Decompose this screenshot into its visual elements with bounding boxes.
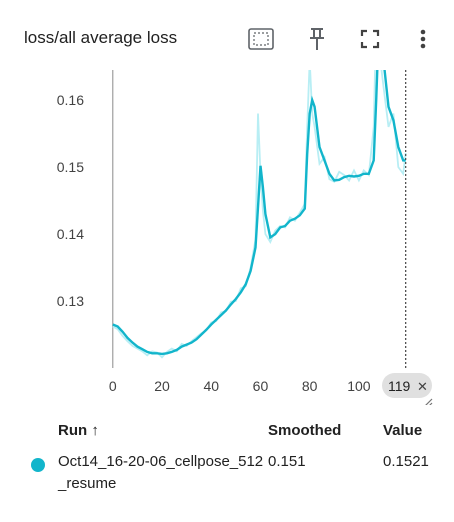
x-tick-label: 100 [347,378,371,394]
hover-x-chip-bg [382,373,432,398]
more-vert-icon [420,29,426,49]
y-tick-label: 0.14 [57,226,84,242]
x-axis-labels: 0 20 40 60 80 100 [109,378,371,394]
pin-button[interactable] [302,24,332,54]
hover-x-chip[interactable]: 119 ✕ [382,373,432,398]
raw-value: 0.1521 [383,453,429,470]
run-color-dot [31,458,45,472]
fullscreen-icon [360,29,380,49]
pin-icon [310,28,324,50]
smoothed-series-line [112,70,406,356]
value-column-header[interactable]: Value [383,422,423,439]
card-header: loss/all average loss [0,0,454,70]
close-icon[interactable]: ✕ [417,379,428,394]
y-tick-label: 0.15 [57,159,84,175]
line-chart[interactable]: 0.13 0.14 0.15 0.16 0 20 40 60 80 100 119 ✕ [0,60,454,405]
fullscreen-button[interactable] [355,24,385,54]
x-tick-label: 20 [154,378,170,394]
run-column-header[interactable]: Run ↑ [58,422,99,439]
fit-domain-icon [248,28,274,50]
x-tick-label: 40 [203,378,219,394]
hover-x-label: 119 [388,378,411,394]
x-tick-label: 0 [109,378,117,394]
raw-series-line [112,70,407,359]
smoothed-column-header[interactable]: Smoothed [268,422,342,439]
y-tick-label: 0.16 [57,92,84,108]
run-name: Oct14_16-20-06_cellpose_512_resume [58,453,264,492]
y-axis-labels: 0.13 0.14 0.15 0.16 [57,92,84,309]
x-tick-label: 60 [253,378,269,394]
resize-handle-icon[interactable] [424,398,433,405]
x-tick-label: 80 [302,378,318,394]
table-row: Oct14_16-20-06_cellpose_512_resume 0.151… [0,450,454,510]
y-tick-label: 0.13 [57,293,84,309]
card-title: loss/all average loss [24,28,178,47]
smoothed-value: 0.151 [268,453,306,470]
more-menu-button[interactable] [408,24,438,54]
fit-domain-button[interactable] [246,24,276,54]
